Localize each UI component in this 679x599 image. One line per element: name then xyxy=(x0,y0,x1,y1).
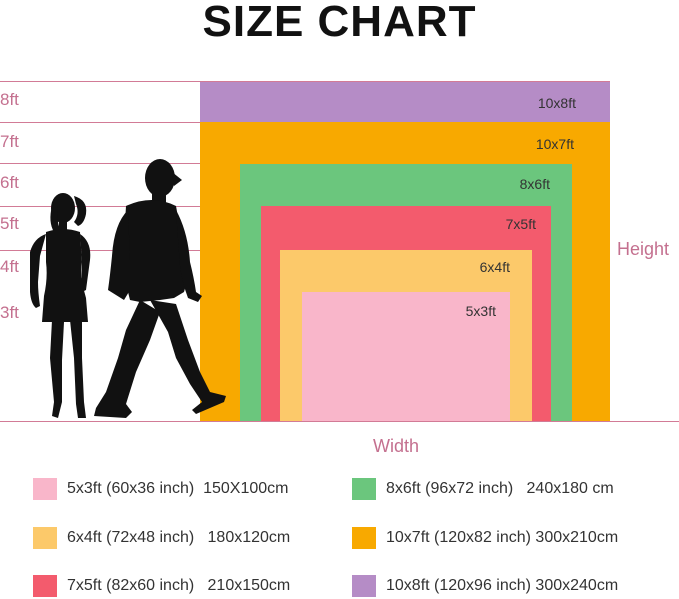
legend-item-5x3: 5x3ft (60x36 inch) 150X100cm xyxy=(33,478,333,502)
page-title: SIZE CHART xyxy=(202,0,477,46)
legend-swatch xyxy=(33,575,57,597)
gridline-5ft xyxy=(0,206,200,207)
legend-item-10x7: 10x7ft (120x82 inch) 300x210cm xyxy=(352,527,672,551)
ft-label-3: 3ft xyxy=(0,303,19,322)
legend-text: 10x8ft (120x96 inch) 300x240cm xyxy=(386,577,619,594)
legend-swatch xyxy=(352,527,376,549)
width-label: Width xyxy=(373,436,420,456)
gridline-8ft xyxy=(0,81,610,82)
rect-label-5x3: 5x3ft xyxy=(465,303,496,319)
rect-label-7x5: 7x5ft xyxy=(505,216,536,232)
ft-label-5: 5ft xyxy=(0,214,19,233)
rect-label-8x6: 8x6ft xyxy=(519,176,550,192)
legend-item-6x4: 6x4ft (72x48 inch) 180x120cm xyxy=(33,527,333,551)
legend-text: 6x4ft (72x48 inch) 180x120cm xyxy=(67,529,291,546)
legend-text: 5x3ft (60x36 inch) 150X100cm xyxy=(67,480,289,497)
ft-label-7: 7ft xyxy=(0,132,19,151)
height-label: Height xyxy=(617,239,670,259)
man-silhouette-icon xyxy=(94,159,226,418)
rect-5x3 xyxy=(302,292,510,421)
ft-label-8: 8ft xyxy=(0,90,19,109)
legend-text: 10x7ft (120x82 inch) 300x210cm xyxy=(386,529,619,546)
legend-swatch xyxy=(33,478,57,500)
legend-swatch xyxy=(33,527,57,549)
legend-swatch xyxy=(352,575,376,597)
gridline-4ft xyxy=(0,250,200,251)
woman-silhouette-icon xyxy=(30,193,91,418)
rect-label-10x7: 10x7ft xyxy=(535,136,574,152)
legend-text: 8x6ft (96x72 inch) 240x180 cm xyxy=(386,480,614,497)
rect-label-6x4: 6x4ft xyxy=(479,259,510,275)
legend-swatch xyxy=(352,478,376,500)
ft-label-4: 4ft xyxy=(0,257,19,276)
legend-item-10x8: 10x8ft (120x96 inch) 300x240cm xyxy=(352,575,672,599)
rect-label-10x8: 10x8ft xyxy=(537,95,576,111)
gridline-6ft xyxy=(0,163,200,164)
legend-item-7x5: 7x5ft (82x60 inch) 210x150cm xyxy=(33,575,333,599)
gridline-7ft xyxy=(0,122,200,123)
legend-item-8x6: 8x6ft (96x72 inch) 240x180 cm xyxy=(352,478,672,502)
legend-text: 7x5ft (82x60 inch) 210x150cm xyxy=(67,577,291,594)
ft-label-6: 6ft xyxy=(0,173,19,192)
baseline xyxy=(0,421,679,422)
